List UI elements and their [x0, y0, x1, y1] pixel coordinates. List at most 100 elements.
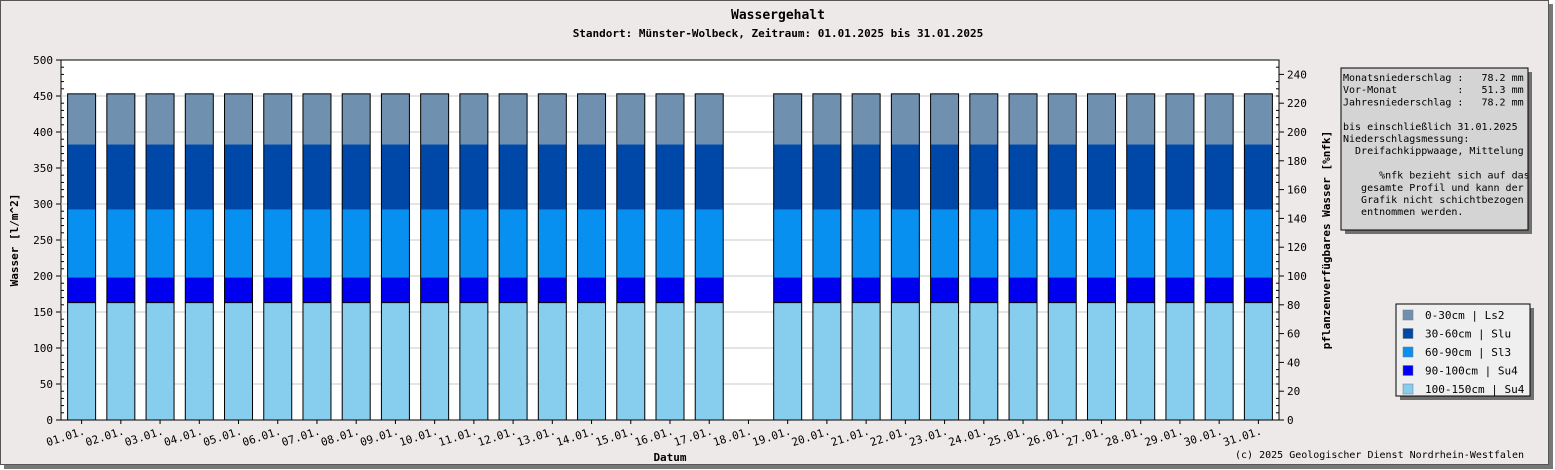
bar-segment-21.01.-3 [852, 144, 881, 210]
info-line-5: Niederschlagsmessung: [1343, 134, 1469, 145]
legend-swatch-0 [1402, 309, 1414, 321]
bar-segment-25.01.-3 [1009, 144, 1038, 210]
bar-segment-27.01.-2 [1087, 209, 1116, 278]
bar-segment-22.01.-4 [891, 93, 920, 145]
bar-segment-19.01.-3 [773, 144, 802, 210]
y-tick-label-0: 0 [46, 414, 53, 427]
x-tick-label-17: 18.01. [712, 424, 754, 449]
bar-segment-27.01.-0 [1087, 302, 1116, 420]
x-tick-label-29: 30.01. [1182, 424, 1224, 449]
bar-segment-04.01.-1 [185, 277, 214, 303]
bar-segment-10.01.-4 [420, 93, 449, 145]
bar-segment-20.01.-3 [812, 144, 841, 210]
x-tick-label-2: 03.01. [123, 424, 165, 449]
bar-segment-29.01.-1 [1165, 277, 1194, 303]
bar-segment-09.01.-1 [381, 277, 410, 303]
x-tick-label-6: 07.01. [280, 424, 322, 449]
bar-segment-14.01.-2 [577, 209, 606, 278]
x-axis-ticks: 01.01.02.01.03.01.04.01.05.01.06.01.07.0… [45, 420, 1263, 449]
x-tick-label-24: 25.01. [986, 424, 1028, 449]
bar-segment-01.01.-0 [67, 302, 96, 420]
x-tick-label-18: 19.01. [751, 424, 793, 449]
bar-segment-08.01.-1 [342, 277, 371, 303]
x-tick-label-4: 05.01. [202, 424, 244, 449]
bar-segment-16.01.-2 [656, 209, 684, 278]
bar-segment-12.01.-3 [499, 144, 528, 210]
legend: 0-30cm | Ls2 30-60cm | Slu 60-90cm | Sl3 90… [1395, 303, 1534, 400]
x-tick-label-10: 11.01. [437, 424, 479, 449]
bar-segment-06.01.-1 [263, 277, 292, 303]
x-tick-label-25: 26.01. [1025, 424, 1067, 449]
bar-segment-08.01.-2 [342, 209, 371, 278]
x-tick-label-1: 02.01. [84, 424, 126, 449]
bar-segment-23.01.-3 [930, 144, 959, 210]
bar-segment-11.01.-4 [459, 93, 488, 145]
x-tick-label-11: 12.01. [476, 424, 518, 449]
y-tick-label-1: 50 [40, 378, 53, 391]
info-line-8: %nfk bezieht sich auf das [1343, 171, 1530, 182]
bar-segment-05.01.-1 [224, 277, 253, 303]
bar-segment-30.01.-0 [1205, 302, 1234, 420]
bar-segment-15.01.-2 [616, 209, 645, 278]
y2-axis-label: pflanzenverfügbares Wasser [%nfk] [1320, 131, 1333, 350]
bar-segment-06.01.-2 [263, 209, 292, 278]
bar-segment-10.01.-0 [420, 302, 449, 420]
bar-segment-01.01.-3 [67, 144, 96, 210]
bar-segment-01.01.-4 [67, 93, 96, 145]
bar-segment-19.01.-1 [773, 277, 802, 303]
info-line-11: entnommen werden. [1343, 207, 1463, 218]
x-tick-label-27: 28.01. [1104, 424, 1146, 449]
bar-segment-30.01.-1 [1205, 277, 1234, 303]
bar-segment-25.01.-0 [1009, 302, 1038, 420]
bar-segment-23.01.-2 [930, 209, 959, 278]
x-tick-label-8: 09.01. [359, 424, 401, 449]
bar-segment-06.01.-0 [263, 302, 292, 420]
bar-segment-24.01.-3 [969, 144, 998, 210]
y2-tick-label-10: 200 [1287, 126, 1307, 139]
info-line-0: Monatsniederschlag : 78.2 mm [1343, 73, 1524, 84]
bar-segment-02.01.-3 [106, 144, 135, 210]
bar-segment-07.01.-4 [302, 93, 331, 145]
bar-segment-29.01.-0 [1165, 302, 1194, 420]
legend-label-2: 60-90cm | Sl3 [1425, 346, 1511, 359]
y-tick-label-5: 250 [33, 234, 53, 247]
x-tick-label-19: 20.01. [790, 424, 832, 449]
info-line-1: Vor-Monat : 51.3 mm [1343, 85, 1524, 96]
bar-segment-02.01.-1 [106, 277, 135, 303]
bar-segment-01.01.-2 [67, 209, 96, 278]
bar-segment-29.01.-2 [1165, 209, 1194, 278]
bar-segment-30.01.-2 [1205, 209, 1234, 278]
legend-swatch-2 [1402, 346, 1414, 358]
info-line-10: Grafik nicht schichtbezogen [1343, 195, 1524, 206]
bar-segment-21.01.-4 [852, 93, 881, 145]
x-tick-label-9: 10.01. [398, 424, 440, 449]
bar-segment-26.01.-0 [1048, 302, 1077, 420]
x-tick-label-21: 22.01. [868, 424, 910, 449]
bar-segment-17.01.-1 [695, 277, 724, 303]
bar-segment-02.01.-0 [106, 302, 135, 420]
bar-segment-03.01.-1 [146, 277, 175, 303]
bar-segment-21.01.-0 [852, 302, 881, 420]
bar-segment-07.01.-1 [302, 277, 331, 303]
bar-segment-14.01.-0 [577, 302, 606, 420]
x-tick-label-16: 17.01. [672, 424, 714, 449]
bar-segment-09.01.-0 [381, 302, 410, 420]
bar-segment-23.01.-1 [930, 277, 959, 303]
bar-segment-28.01.-3 [1126, 144, 1155, 210]
bar-segment-31.01.-2 [1244, 209, 1273, 278]
y-tick-label-10: 500 [33, 54, 53, 67]
bar-segment-02.01.-2 [106, 209, 135, 278]
bar-segment-26.01.-1 [1048, 277, 1077, 303]
bar-segment-06.01.-4 [263, 93, 292, 145]
bar-segment-08.01.-3 [342, 144, 371, 210]
y-tick-label-8: 400 [33, 126, 53, 139]
y-tick-label-4: 200 [33, 270, 53, 283]
x-tick-label-28: 29.01. [1143, 424, 1185, 449]
bar-segment-28.01.-4 [1126, 93, 1155, 145]
bar-segment-03.01.-0 [146, 302, 175, 420]
bar-segment-11.01.-1 [459, 277, 488, 303]
bar-segment-28.01.-0 [1126, 302, 1155, 420]
y-tick-label-6: 300 [33, 198, 53, 211]
